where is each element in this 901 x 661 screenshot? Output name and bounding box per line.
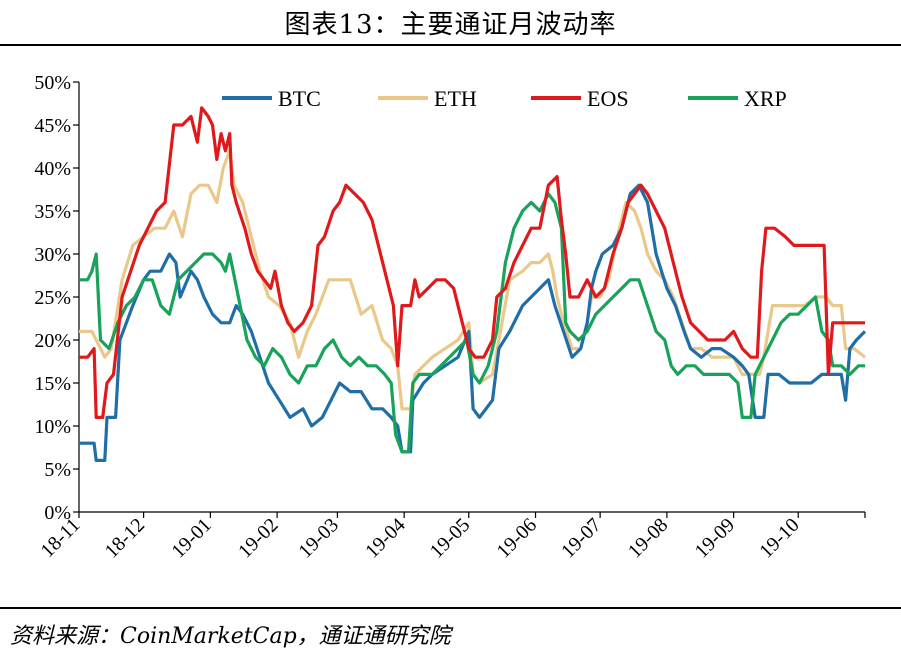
series-line-btc — [79, 183, 867, 462]
chart-title: 图表13：主要通证月波动率 — [284, 10, 617, 40]
series-line-xrp — [79, 192, 865, 454]
legend: BTC ETH EOS XRP — [222, 86, 787, 111]
series-layer — [79, 106, 867, 462]
legend-label-eth: ETH — [434, 86, 477, 111]
title-bar: 图表13：主要通证月波动率 — [0, 0, 901, 44]
x-tick-label: 19-01 — [167, 514, 216, 563]
y-tick-label: 45% — [34, 115, 71, 137]
volatility-line-chart: 0%5%10%15%20%25%30%35%40%45%50% 18-11 18-… — [34, 72, 867, 563]
x-tick-label: 19-02 — [234, 514, 283, 563]
y-tick-label: 15% — [34, 373, 71, 395]
legend-label-xrp: XRP — [744, 86, 787, 111]
x-tick-label: 19-09 — [691, 514, 740, 563]
y-axis: 0% 5% 10% 15% 20% 25% 30% 35% 40% 45% 50% — [34, 72, 80, 524]
y-tick-label: 50% — [34, 72, 71, 94]
y-tick-label: 35% — [34, 201, 71, 223]
x-tick-label: 19-04 — [361, 514, 410, 563]
title-divider — [0, 44, 901, 46]
x-tick-label: 19-07 — [557, 514, 606, 563]
x-tick-label: 19-10 — [755, 514, 804, 563]
y-tick-label: 5% — [44, 459, 71, 481]
series-line-eos — [79, 106, 865, 419]
x-tick-label: 18-12 — [101, 514, 150, 563]
y-tick-label: 30% — [34, 244, 71, 266]
x-axis: 18-11 18-12 19-01 19-02 19-03 19-04 19-05 19-06… — [37, 511, 866, 563]
source-note: 资料来源：CoinMarketCap，通证通研究院 — [10, 624, 451, 649]
y-tick-label: 0% — [44, 502, 71, 524]
x-tick-label: 19-06 — [493, 514, 542, 563]
x-tick-label: 19-08 — [624, 514, 673, 563]
y-tick-label: 40% — [34, 158, 71, 180]
y-tick-label: 10% — [34, 416, 71, 438]
x-tick-label: 19-03 — [294, 514, 343, 563]
y-tick-label: 20% — [34, 330, 71, 352]
source-divider — [0, 607, 901, 609]
legend-label-eos: EOS — [587, 86, 629, 111]
y-tick-label: 25% — [34, 287, 71, 309]
x-tick-label: 19-05 — [426, 514, 475, 563]
legend-label-btc: BTC — [278, 86, 321, 111]
